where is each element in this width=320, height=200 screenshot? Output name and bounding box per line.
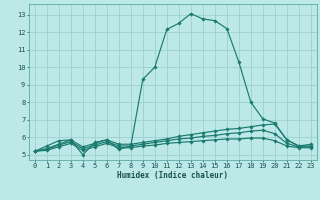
X-axis label: Humidex (Indice chaleur): Humidex (Indice chaleur)	[117, 171, 228, 180]
